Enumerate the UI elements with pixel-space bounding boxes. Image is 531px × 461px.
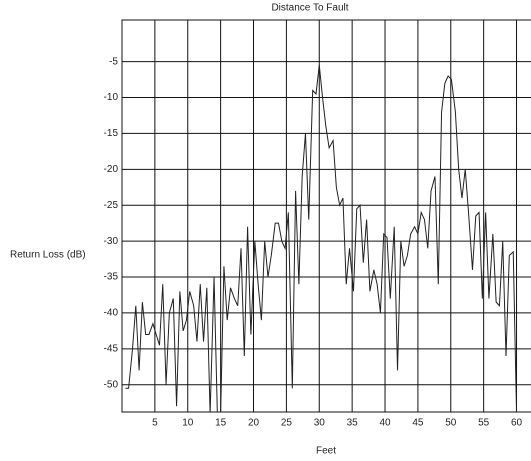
y-tick-label: -20 [104,164,119,175]
y-tick-label: -45 [104,343,119,354]
y-tick-label: -30 [104,236,119,247]
plot-frame [121,19,531,413]
x-axis-label: Feet [316,446,336,457]
y-axis-label: Return Loss (dB) [10,250,86,261]
x-tick-label: 25 [281,418,293,429]
chart-title: Distance To Fault [271,3,348,14]
x-tick-label: 15 [215,418,227,429]
x-tick-label: 60 [511,418,523,429]
y-tick-label: -5 [109,56,118,67]
y-tick-label: -10 [104,92,119,103]
x-tick-label: 30 [314,418,326,429]
y-tick-label: -25 [104,200,119,211]
y-tick-label: -40 [104,308,119,319]
data-line [125,65,518,412]
y-tick-label: -15 [104,128,119,139]
y-tick-label: -35 [104,272,119,283]
x-tick-label: 20 [248,418,260,429]
x-tick-label: 5 [152,418,158,429]
x-tick-label: 40 [379,418,391,429]
x-tick-label: 45 [412,418,424,429]
x-tick-label: 35 [347,418,359,429]
x-tick-label: 55 [478,418,490,429]
x-tick-label: 10 [182,418,194,429]
x-tick-label: 50 [445,418,457,429]
y-tick-label: -50 [104,379,119,390]
